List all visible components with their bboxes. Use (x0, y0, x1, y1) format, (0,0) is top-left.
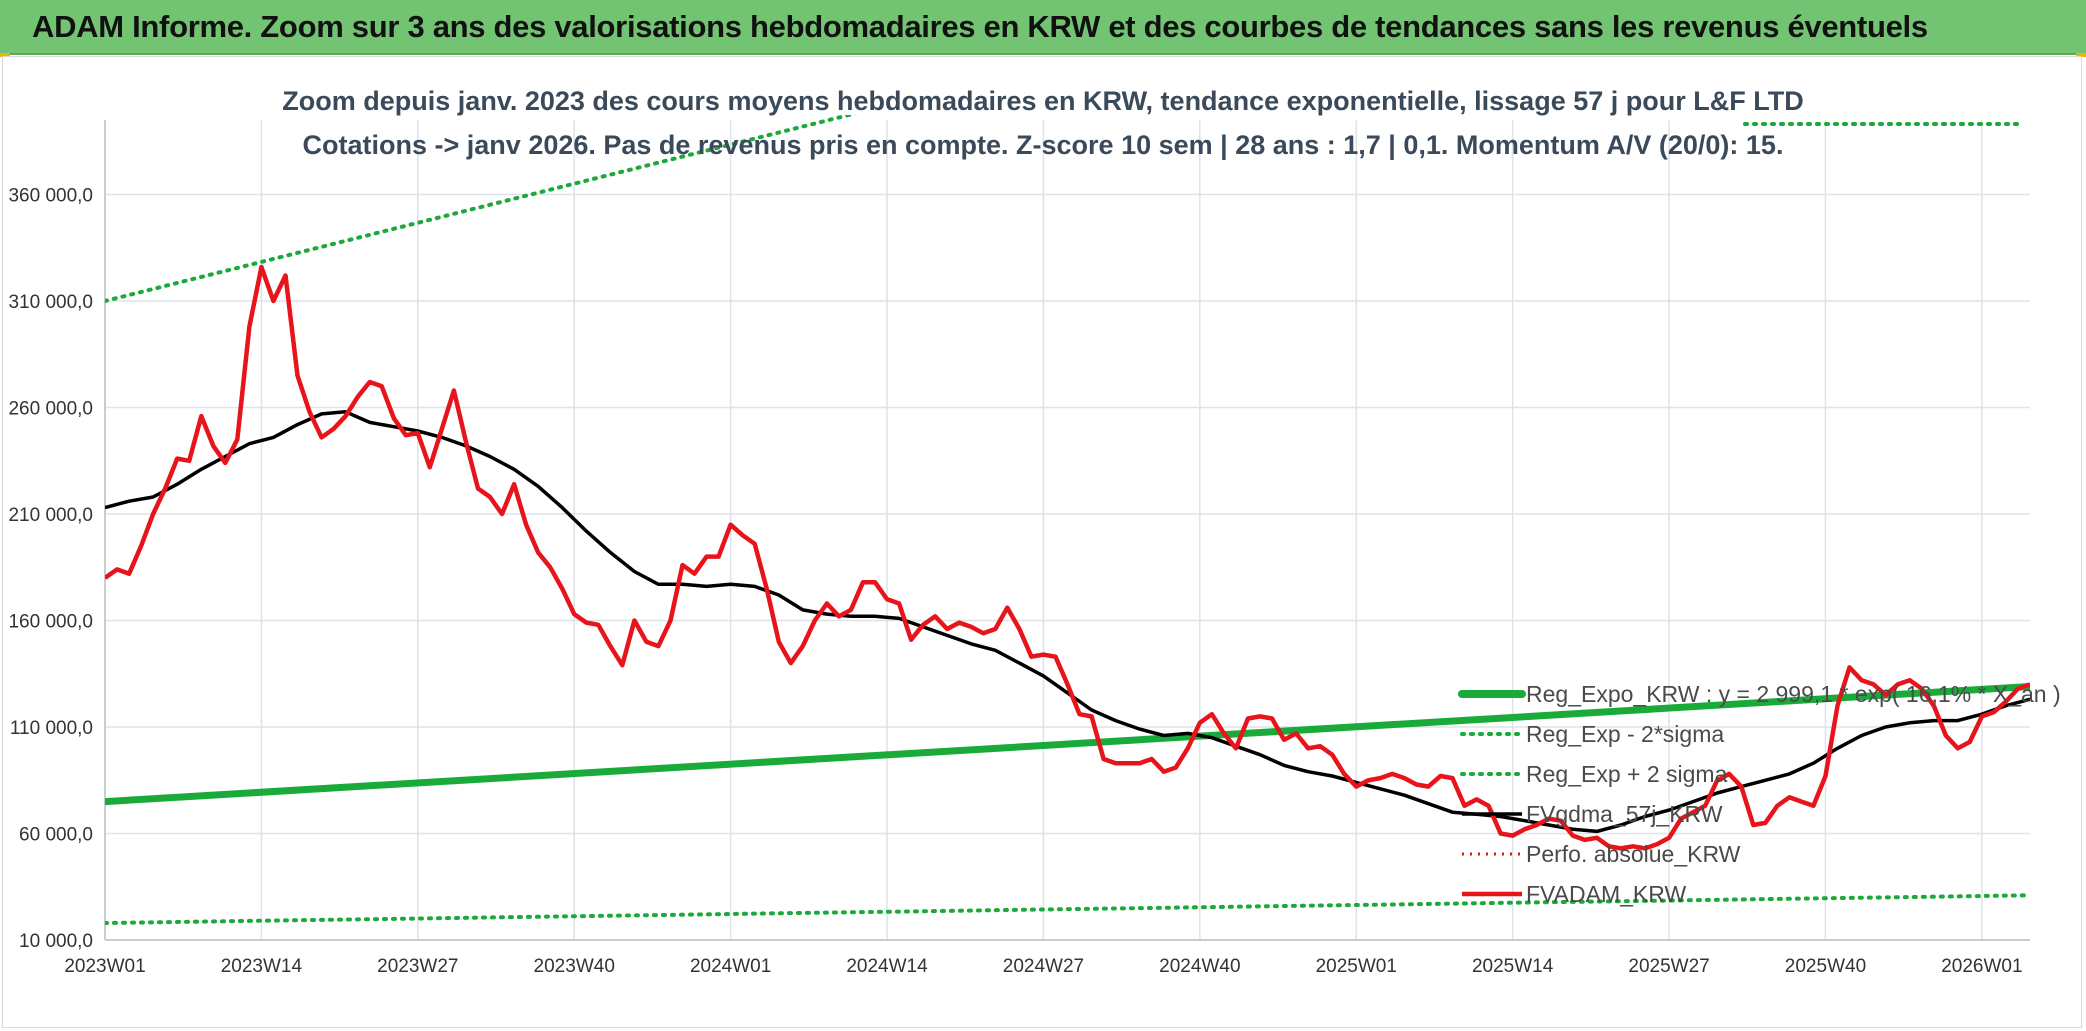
x-tick-label: 2023W14 (221, 956, 303, 977)
y-tick-label: 310 000,0 (8, 292, 93, 313)
x-tick-label: 2024W01 (690, 956, 771, 977)
chart-subtitle-line: Cotations -> janv 2026. Pas de revenus p… (303, 130, 1784, 160)
chart-subtitle-line: Zoom depuis janv. 2023 des cours moyens … (282, 86, 1803, 116)
x-tick-label: 2025W14 (1472, 956, 1554, 977)
corner-marker-left (0, 53, 10, 57)
legend-label: Reg_Exp + 2 sigma (1526, 761, 1728, 787)
y-tick-label: 260 000,0 (8, 399, 93, 420)
legend-label: Reg_Expo_KRW : y = 2 999,1 * exp( 16,1% … (1526, 681, 2061, 707)
y-tick-label: 110 000,0 (10, 718, 93, 739)
legend-label: Reg_Exp - 2*sigma (1526, 721, 1724, 747)
reg-expo-line (105, 683, 2030, 806)
y-tick-label: 360 000,0 (8, 186, 93, 207)
corner-marker-right (2076, 53, 2086, 57)
report-title: ADAM Informe. Zoom sur 3 ans des valoris… (32, 9, 1928, 44)
legend-label: FVADAM_KRW (1526, 881, 1686, 907)
x-tick-label: 2024W40 (1159, 956, 1240, 977)
report-header: ADAM Informe. Zoom sur 3 ans des valoris… (0, 0, 2086, 55)
fvadam-line (105, 264, 2030, 851)
x-tick-label: 2024W14 (846, 956, 928, 977)
x-tick-label: 2023W40 (534, 956, 615, 977)
x-tick-label: 2026W01 (1941, 956, 2022, 977)
y-tick-label: 60 000,0 (19, 825, 93, 846)
reg-exp-minus-2sigma-line (105, 893, 2030, 925)
x-tick-label: 2025W01 (1316, 956, 1397, 977)
x-tick-label: 2024W27 (1003, 956, 1084, 977)
chart-frame (2, 56, 2082, 1028)
y-tick-label: 210 000,0 (8, 505, 93, 526)
x-tick-label: 2023W01 (64, 956, 145, 977)
legend-label: FVgdma_57j_KRW (1526, 801, 1723, 827)
x-tick-label: 2023W27 (377, 956, 458, 977)
y-tick-label: 10 000,0 (19, 931, 93, 952)
y-tick-label: 160 000,0 (8, 612, 93, 633)
fvgdma-57j-line (105, 410, 2030, 834)
x-tick-label: 2025W40 (1785, 956, 1866, 977)
legend-label: Perfo. absolue_KRW (1526, 841, 1741, 867)
x-tick-label: 2025W27 (1628, 956, 1709, 977)
